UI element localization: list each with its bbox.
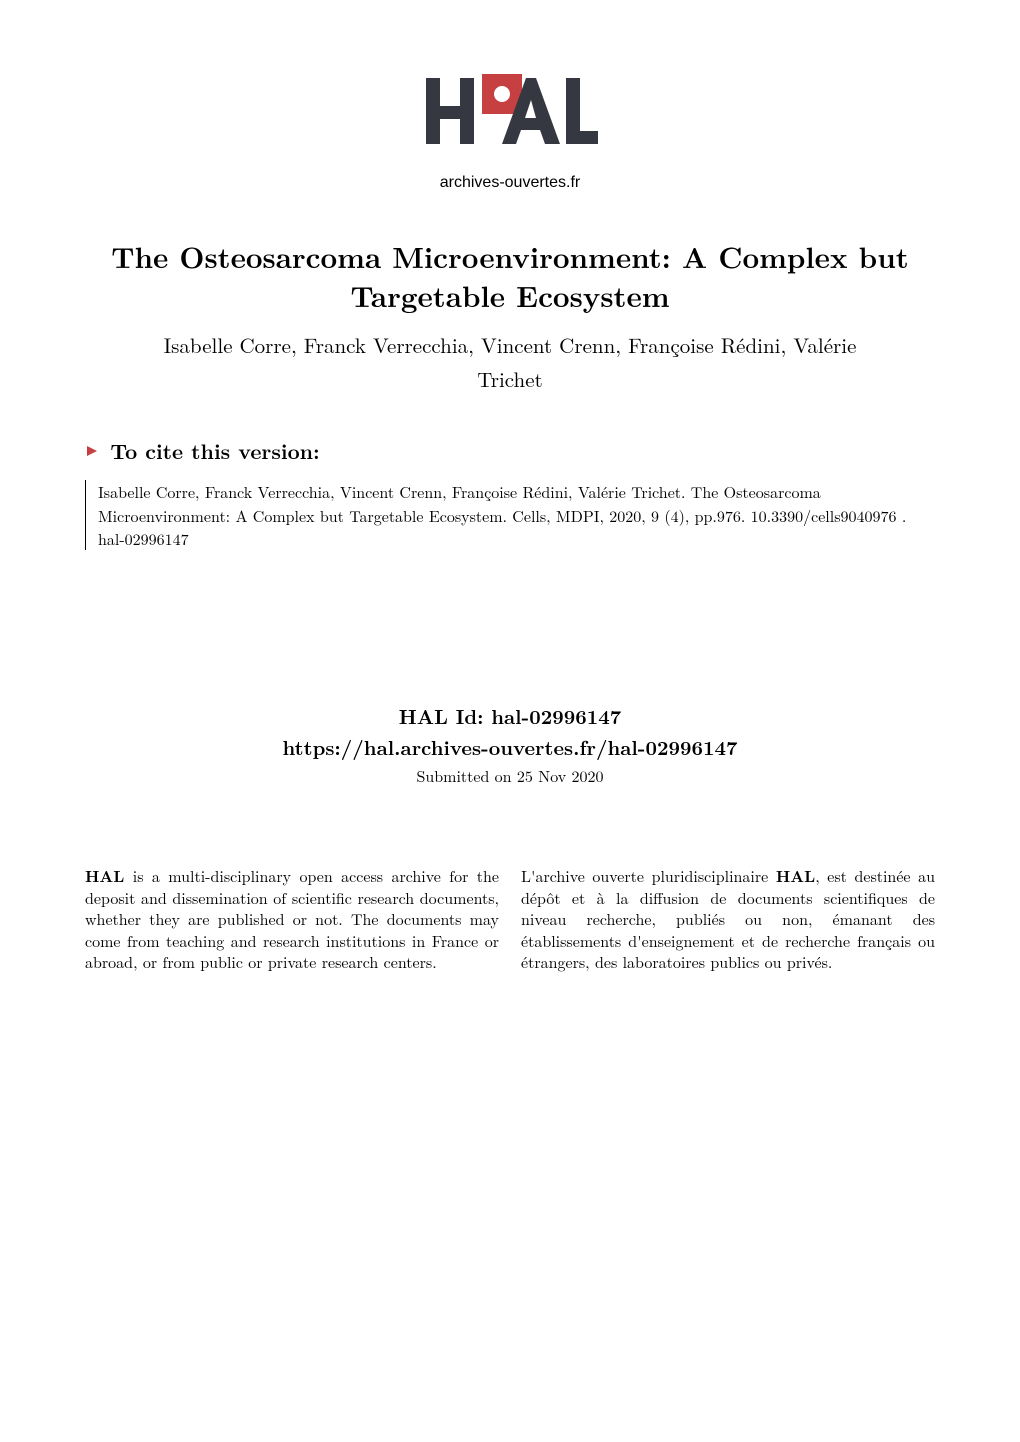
- submitted-date: Submitted on 25 Nov 2020: [85, 764, 935, 787]
- title-line-2: Targetable Ecosystem: [350, 274, 669, 316]
- citation-text: Isabelle Corre, Franck Verrecchia, Vince…: [98, 480, 821, 526]
- cite-heading-block: To cite this version:: [85, 436, 935, 466]
- paper-authors: Isabelle Corre, Franck Verrecchia, Vince…: [85, 329, 935, 396]
- logo-subtitle: archives-ouvertes.fr: [85, 174, 935, 192]
- col-right-lead: L'archive ouverte pluridisciplinaire: [521, 864, 776, 887]
- hal-id-label: HAL Id: hal-02996147: [85, 700, 935, 731]
- paper-title: The Osteosarcoma Microenvironment: A Com…: [85, 237, 935, 315]
- citation-doi: ​10.3390/cells9040976​ .: [751, 504, 907, 527]
- col-left-text: is a multi-disciplinary open access arch…: [85, 864, 499, 973]
- title-line-1: The Osteosarcoma Microenvironment: A Com…: [111, 235, 908, 277]
- cite-heading-text: To cite this version:: [110, 436, 319, 466]
- citation-block: Isabelle Corre, Franck Verrecchia, Vince…: [85, 480, 935, 550]
- citation-halid-inline: ​hal-02996147​: [98, 527, 189, 550]
- triangle-marker-icon: [85, 444, 99, 458]
- col-right-bold: HAL: [776, 864, 815, 887]
- hal-url-link[interactable]: https://hal.archives-ouvertes.fr/hal-029…: [283, 732, 738, 761]
- hal-id-block: HAL Id: hal-02996147 https://hal.archive…: [85, 700, 935, 762]
- col-left-bold: HAL: [85, 864, 124, 887]
- column-left: HAL is a multi-disciplinary open access …: [85, 865, 499, 973]
- column-right: L'archive ouverte pluridisciplinaire HAL…: [521, 865, 935, 973]
- hal-logo-icon: [420, 70, 600, 165]
- authors-line-2: Trichet: [477, 364, 542, 394]
- description-columns: HAL is a multi-disciplinary open access …: [85, 865, 935, 973]
- hal-logo-block: archives-ouvertes.fr: [85, 70, 935, 192]
- authors-line-1: Isabelle Corre, Franck Verrecchia, Vince…: [164, 330, 857, 360]
